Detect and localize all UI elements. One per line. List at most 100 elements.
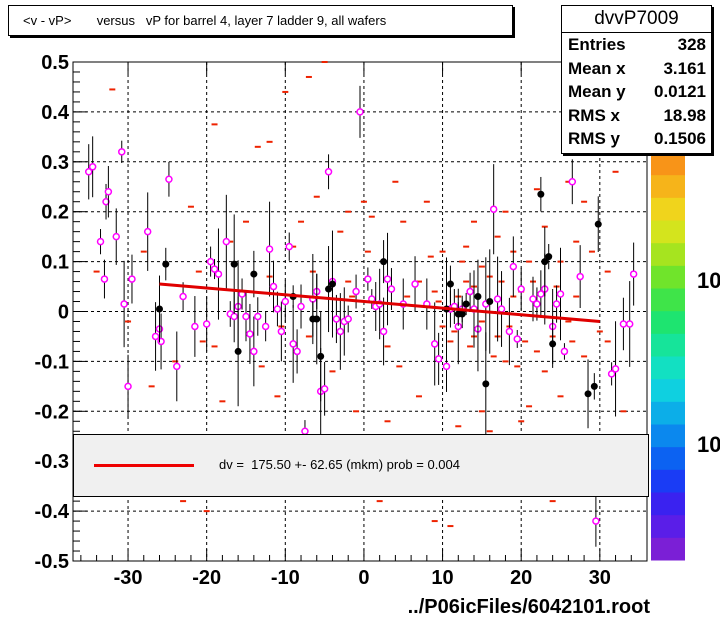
magenta-data-point [607, 370, 616, 378]
magenta-data-point [344, 315, 352, 323]
x-tick-label: 20 [510, 567, 532, 589]
magenta-data-point [332, 315, 341, 323]
fit-legend: dv = 175.50 +- 62.65 (mkm) prob = 0.004 [73, 434, 649, 497]
color-scale-band [651, 514, 685, 538]
y-tick-label: 0.4 [41, 102, 70, 124]
magenta-data-point [383, 275, 392, 283]
magenta-data-point [254, 312, 262, 321]
magenta-data-point [625, 320, 634, 328]
black-data-point [545, 253, 553, 261]
magenta-data-point [124, 382, 132, 391]
fit-line [159, 282, 600, 323]
magenta-data-point [489, 205, 498, 213]
magenta-data-point [592, 517, 600, 525]
color-scale-band [651, 220, 685, 244]
color-scale-band [651, 265, 685, 289]
magenta-data-point [629, 270, 638, 278]
magenta-data-point [293, 347, 301, 356]
y-tick-label: 0.1 [41, 252, 69, 274]
x-tick-label: -10 [271, 567, 300, 589]
magenta-data-point [529, 295, 537, 303]
x-tick-label: 30 [589, 567, 611, 589]
color-scale-band [651, 152, 685, 176]
x-tick-label: 10 [431, 567, 453, 589]
magenta-data-point [214, 270, 223, 278]
chart-title: <v - vP> versus vP for barrel 4, layer 7… [23, 13, 387, 28]
magenta-data-point [202, 320, 211, 328]
magenta-data-point [173, 362, 181, 371]
y-tick-label: -0.5 [35, 551, 69, 573]
y-tick-label: 0.3 [41, 152, 69, 174]
black-data-point [328, 280, 336, 288]
magenta-data-point [265, 245, 274, 253]
magenta-data-point [100, 275, 109, 283]
magenta-data-point [88, 163, 97, 171]
magenta-data-point [104, 187, 113, 196]
color-scale [651, 152, 685, 561]
magenta-data-point [277, 327, 286, 336]
footer-file-path: ../P06icFiles/6042101.root [407, 596, 650, 618]
black-data-point [155, 305, 163, 313]
magenta-data-point [242, 312, 250, 321]
y-tick-label: -0.3 [35, 451, 69, 473]
legend-line-swatch [94, 464, 194, 467]
black-data-point [230, 260, 238, 268]
y-tick-label: 0.2 [41, 202, 69, 224]
black-data-point [458, 310, 466, 318]
magenta-data-point [96, 237, 105, 246]
magenta-data-point [281, 297, 290, 306]
magenta-data-point [165, 175, 173, 184]
magenta-data-point [320, 385, 329, 393]
color-scale-band [651, 469, 685, 493]
magenta-data-point [230, 312, 238, 321]
magenta-data-point [379, 327, 388, 336]
black-data-point [590, 382, 598, 390]
black-data-point [584, 390, 592, 398]
black-data-point [317, 352, 325, 360]
color-scale-tick-label: 10 [697, 268, 720, 293]
magenta-data-point [84, 168, 93, 176]
magenta-data-point [568, 178, 577, 186]
x-tick-label: 0 [358, 567, 369, 589]
color-scale-tick-label: 10 [697, 432, 720, 457]
magenta-data-point [273, 305, 282, 313]
magenta-data-point [552, 300, 561, 308]
black-data-point [474, 293, 482, 301]
black-data-point [549, 340, 557, 348]
magenta-data-point [120, 300, 128, 308]
black-data-point [541, 258, 549, 266]
magenta-data-point [352, 287, 360, 296]
magenta-data-point [112, 232, 120, 241]
magenta-data-point [513, 335, 522, 343]
title-box: <v - vP> versus vP for barrel 4, layer 7… [8, 5, 513, 36]
black-data-point [482, 380, 490, 388]
x-tick-label: -20 [192, 567, 221, 589]
magenta-data-point [619, 320, 628, 328]
color-scale-band [651, 333, 685, 357]
magenta-data-point [505, 327, 514, 336]
stats-key: Entries [568, 35, 626, 54]
magenta-data-point [157, 337, 165, 346]
black-data-point [313, 315, 321, 323]
magenta-data-point [128, 275, 136, 283]
magenta-data-point [261, 322, 270, 331]
magenta-data-point [434, 355, 443, 363]
magenta-data-point [517, 285, 525, 293]
black-data-point [380, 258, 388, 266]
stats-value: 328 [677, 35, 706, 54]
magenta-data-point [222, 237, 231, 246]
magenta-data-point [493, 295, 502, 303]
magenta-data-point [206, 257, 215, 266]
magenta-data-point [336, 327, 345, 336]
stats-value: 18.98 [663, 106, 706, 125]
stats-box: dvvP7009 Entries 328 Mean x 3.161 Mean y… [561, 5, 712, 154]
y-tick-label: -0.1 [35, 351, 69, 373]
magenta-data-point [297, 302, 305, 311]
magenta-data-point [151, 332, 160, 341]
color-scale-band [651, 174, 685, 198]
color-scale-band [651, 288, 685, 312]
color-scale-band [651, 356, 685, 380]
magenta-data-point [387, 285, 396, 293]
stats-value: 0.0121 [654, 82, 706, 101]
color-scale-band [651, 310, 685, 334]
